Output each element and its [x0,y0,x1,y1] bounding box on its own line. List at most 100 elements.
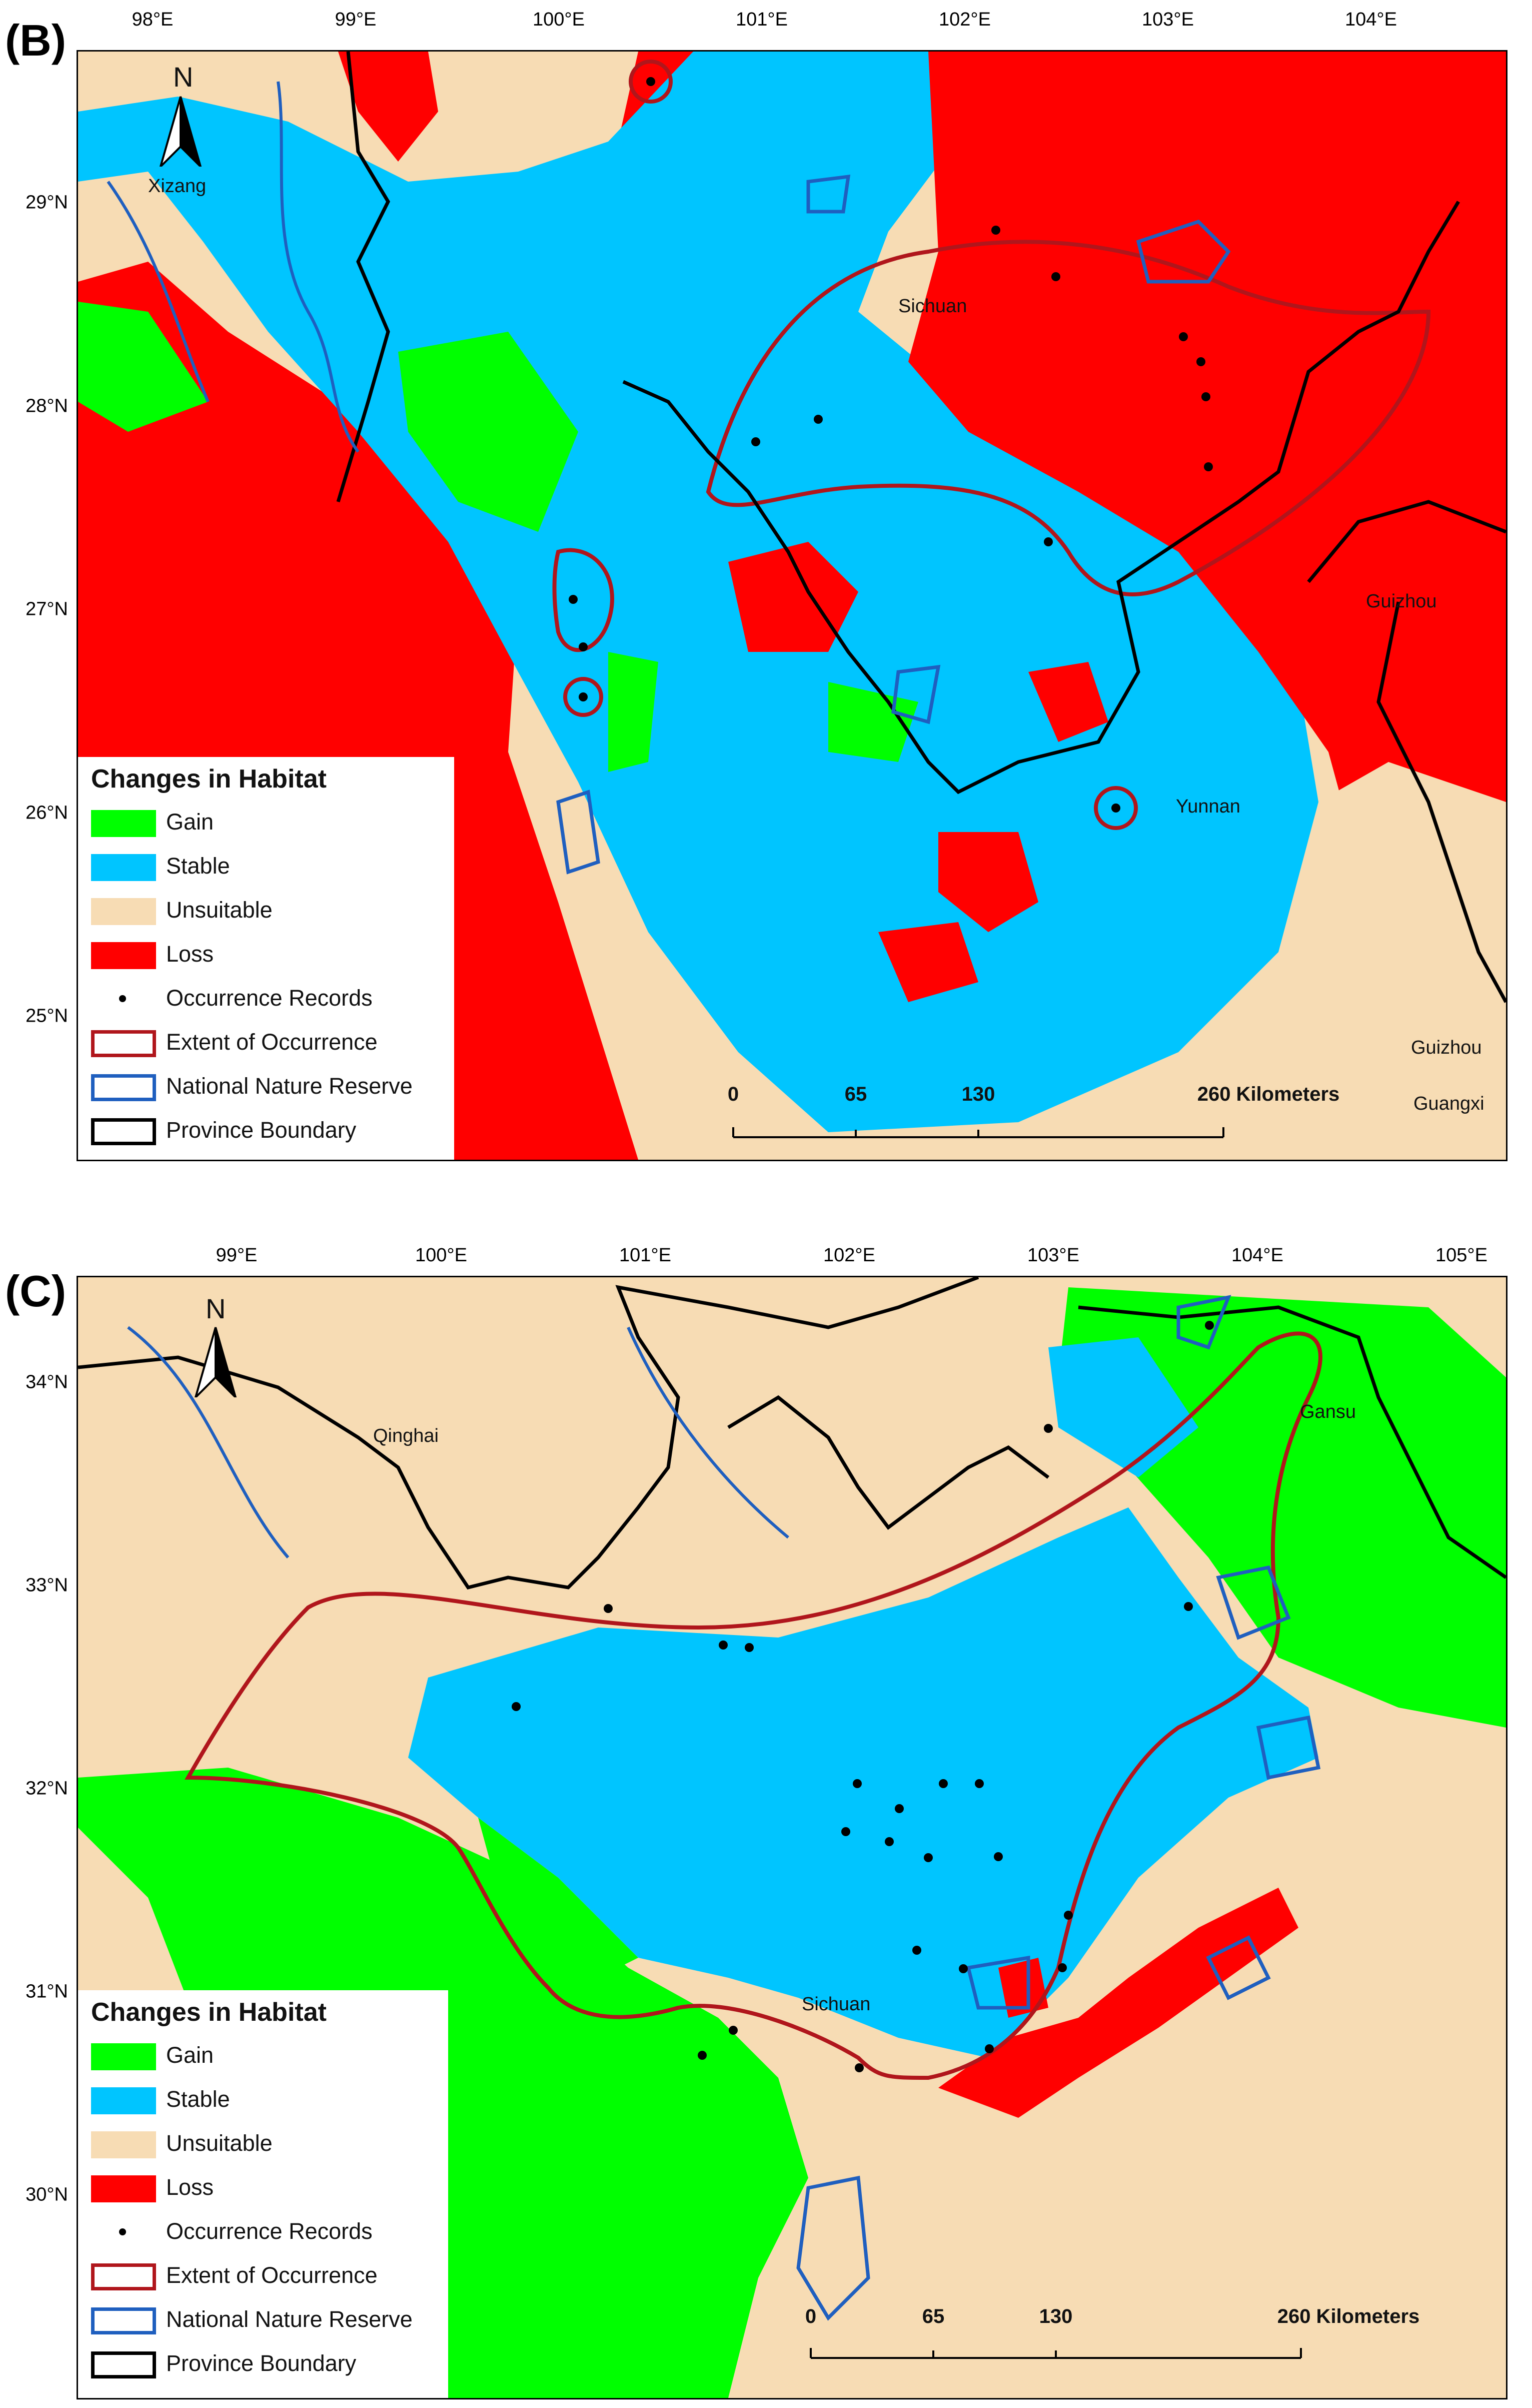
lon-tick: 102°E [823,1245,875,1266]
legend-label: Loss [166,941,214,967]
legend-swatch [91,2131,156,2158]
legend-item: Gain [91,807,521,838]
north-arrow-b [159,96,202,167]
nature-reserve [1216,1565,1291,1640]
nature-reserve [1136,219,1231,284]
lon-tick: 104°E [1231,1245,1283,1266]
legend-swatch [91,898,156,925]
place-label-guizhou: Guizhou [1366,591,1437,612]
place-label-sichuan: Sichuan [898,296,967,317]
legend-item: Unsuitable [91,895,521,926]
loss-region [728,542,858,652]
lat-tick: 28°N [26,395,68,417]
legend-swatch [91,2043,156,2070]
lon-tick: 100°E [415,1245,467,1266]
legend-swatch [91,2351,156,2378]
legend-label: Province Boundary [166,1117,357,1143]
extent-polygon [1094,786,1138,830]
lon-tick: 103°E [1142,9,1194,30]
legend-item: Stable [91,851,521,882]
nature-reserve [1256,1715,1321,1780]
north-label-c: N [206,1293,226,1324]
extent-polygon [629,60,673,104]
legend-label: Stable [166,2086,230,2112]
legend-label: Occurrence Records [166,2218,373,2244]
lon-tick: 99°E [216,1245,258,1266]
legend-title: Changes in Habitat [91,764,327,793]
province-boundary [1078,1305,1506,1579]
occurrence-records [569,77,1213,813]
province-boundary [1376,601,1506,1003]
scale-bar-c [810,2348,1302,2359]
map-frame-b: Xizang Sichuan Guizhou Yunnan Guizhou Gu… [77,50,1507,1161]
lon-tick: 100°E [533,9,585,30]
loss-region [878,922,978,1002]
extent-polygon [552,548,614,652]
legend-item: Extent of Occurrence [91,1027,521,1058]
extent-polygon [563,677,603,717]
legend-swatch [91,2263,156,2290]
scale-label: 0 [805,2305,817,2327]
nature-reserve [891,664,941,724]
legend-swatch [91,2087,156,2114]
lat-tick: 26°N [26,802,68,824]
lat-tick: 31°N [26,1981,68,2002]
nature-reserve [556,789,600,875]
scale-label: 130 [1039,2305,1073,2327]
legend-label: National Nature Reserve [166,2306,413,2332]
legend-label: Province Boundary [166,2350,357,2376]
place-label-guangxi: Guangxi [1413,1093,1484,1114]
nature-reserve [1176,1295,1231,1350]
legend-b: Changes in Habitat Gain Stable Unsuitable L… [78,757,454,1160]
legend-item: Loss [91,2172,521,2203]
nature-reserve [277,81,360,453]
scale-label: 65 [844,1083,867,1105]
lat-tick: 27°N [26,598,68,620]
legend-label: Gain [166,2042,214,2068]
loss-region [998,1958,1048,2018]
gain-region [398,332,578,532]
place-label-xizang: Xizang [148,176,207,197]
legend-label: National Nature Reserve [166,1073,413,1099]
legend-label: Unsuitable [166,2130,273,2156]
map-frame-c: Qinghai Gansu Sichuan N Changes in Habit… [77,1276,1507,2399]
legend-swatch [91,1074,156,1101]
place-label-qinghai: Qinghai [373,1425,439,1446]
place-label-sichuan: Sichuan [802,1994,871,2015]
legend-item: Extent of Occurrence [91,2260,521,2291]
legend-item: National Nature Reserve [91,2304,521,2335]
legend-swatch [91,2307,156,2334]
lon-tick: 102°E [939,9,991,30]
lat-tick: 30°N [26,2184,68,2205]
scale-label: 65 [922,2305,945,2327]
place-label-gansu: Gansu [1300,1401,1356,1422]
legend-item: Unsuitable [91,2128,521,2159]
legend-label: Stable [166,853,230,879]
stable-region [408,1507,1318,2058]
legend-swatch [91,1030,156,1057]
legend-item: Occurrence Records [91,983,521,1014]
scale-bar-b [732,1127,1224,1138]
lat-tick: 32°N [26,1778,68,1799]
place-label-guizhou-2: Guizhou [1411,1037,1482,1058]
scale-label: 260 Kilometers [1197,1083,1340,1105]
loss-region [1028,662,1108,742]
legend-label: Unsuitable [166,897,273,923]
lon-tick: 104°E [1345,9,1397,30]
legend-swatch [91,986,156,1013]
lon-tick: 101°E [619,1245,671,1266]
extent-polygon [185,1331,1322,2080]
loss-region [338,52,438,162]
unsuitable-region [1168,762,1506,1160]
province-boundary [727,1395,1050,1530]
panel-label-c: (C) [5,1266,67,1316]
lat-tick: 34°N [26,1371,68,1393]
scale-label: 260 Kilometers [1277,2305,1420,2327]
nature-reserve [806,174,851,214]
panel-c: (C) 99°E 100°E 101°E 102°E 103°E 104°E 1… [0,1211,1532,2408]
legend-label: Loss [166,2174,214,2200]
legend-item: Gain [91,2040,521,2071]
loss-region [938,1888,1298,2118]
legend-label: Extent of Occurrence [166,2262,378,2288]
legend-item: Province Boundary [91,2348,521,2379]
